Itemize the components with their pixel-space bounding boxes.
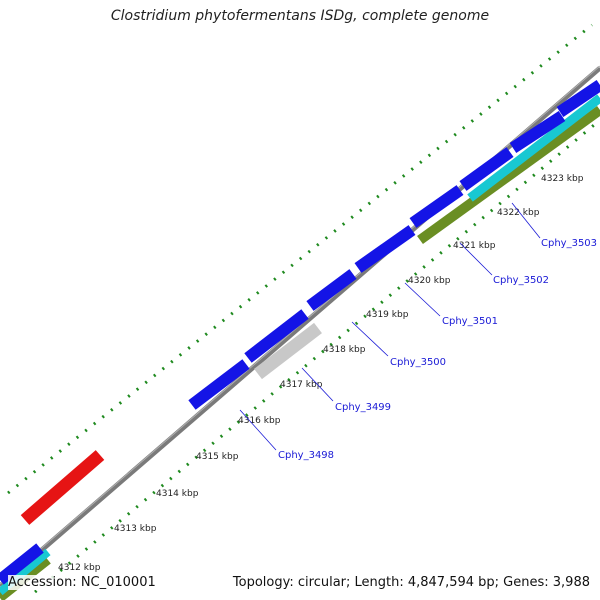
- gene-arrow[interactable]: [556, 80, 600, 117]
- outer-tick-track: [7, 23, 593, 495]
- gene-arrow-red[interactable]: [20, 450, 105, 525]
- kbp-label: 4320 kbp: [408, 276, 451, 286]
- leader-line: [351, 321, 389, 357]
- gene-arrow-grey[interactable]: [254, 322, 322, 380]
- gene-track: [0, 80, 600, 585]
- kbp-label: 4321 kbp: [453, 241, 496, 251]
- kbp-label: 4319 kbp: [366, 310, 409, 320]
- cyan-feature[interactable]: [467, 94, 600, 202]
- gene-label[interactable]: Cphy_3499: [335, 402, 391, 413]
- gene-labels: Cphy_3498 Cphy_3499 Cphy_3500 Cphy_3501 …: [278, 238, 597, 461]
- map-title: Clostridium phytofermentans ISDg, comple…: [110, 8, 490, 24]
- gene-arrow[interactable]: [409, 185, 464, 228]
- kbp-label: 4318 kbp: [323, 345, 366, 355]
- kbp-labels: 4312 kbp 4313 kbp 4314 kbp 4315 kbp 4316…: [58, 174, 584, 573]
- kbp-label: 4316 kbp: [238, 416, 281, 426]
- olive-feature[interactable]: [417, 105, 600, 245]
- topology-summary: Topology: circular; Length: 4,847,594 bp…: [232, 575, 590, 590]
- leader-line: [239, 409, 277, 451]
- inner-tick-track: [34, 118, 600, 594]
- gene-label[interactable]: Cphy_3500: [390, 357, 446, 368]
- accession-text: Accession: NC_010001: [8, 575, 156, 590]
- kbp-label: 4323 kbp: [541, 174, 584, 184]
- gene-arrow[interactable]: [509, 110, 566, 154]
- gene-arrow[interactable]: [244, 309, 309, 363]
- gene-label[interactable]: Cphy_3503: [541, 238, 597, 249]
- gene-arrow[interactable]: [188, 359, 250, 410]
- leader-line: [511, 202, 541, 239]
- kbp-label: 4313 kbp: [114, 524, 157, 534]
- gene-label[interactable]: Cphy_3501: [442, 316, 498, 327]
- gene-arrow[interactable]: [459, 147, 514, 191]
- kbp-label: 4315 kbp: [196, 452, 239, 462]
- gene-arrow[interactable]: [354, 225, 416, 273]
- kbp-label: 4322 kbp: [497, 208, 540, 218]
- gene-label-leaders: [239, 202, 541, 451]
- kbp-label: 4317 kbp: [280, 380, 323, 390]
- leader-line: [301, 367, 334, 402]
- kbp-label: 4312 kbp: [58, 563, 101, 573]
- gene-label[interactable]: Cphy_3502: [493, 275, 549, 286]
- leader-line: [404, 282, 441, 317]
- genome-backbone: [0, 66, 600, 588]
- gene-label[interactable]: Cphy_3498: [278, 450, 334, 461]
- leader-line: [459, 242, 493, 276]
- gene-arrow[interactable]: [0, 543, 44, 585]
- gene-arrow[interactable]: [306, 269, 357, 311]
- kbp-label: 4314 kbp: [156, 489, 199, 499]
